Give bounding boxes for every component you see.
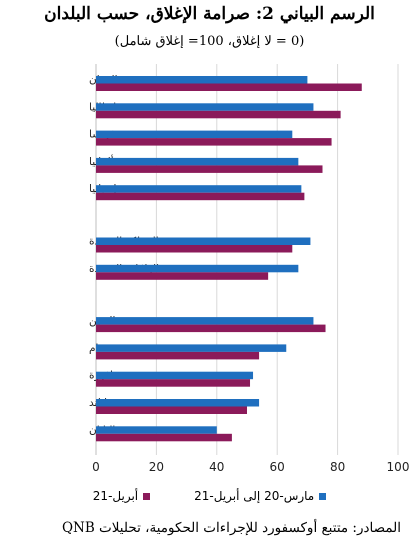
bar-series-2 <box>96 138 332 146</box>
bar-series-2 <box>96 433 232 442</box>
source-note: المصادر: متتبع أوكسفورد للإجراءات الحكوم… <box>61 520 401 536</box>
legend-item-series-2: أبريل-21 <box>92 489 151 503</box>
bar-series-2 <box>96 406 247 414</box>
bar-series-2 <box>96 192 305 201</box>
bar-series-1 <box>96 157 299 166</box>
bar-series-1 <box>96 426 217 434</box>
bar-series-1 <box>96 130 293 139</box>
bar-series-1 <box>96 237 311 245</box>
bar-series-2 <box>96 379 251 387</box>
bar-series-1 <box>96 317 314 325</box>
legend-swatch-series-2 <box>143 492 151 500</box>
bar-series-1 <box>96 399 260 407</box>
x-tick-label: 0 <box>92 460 100 474</box>
x-tick-label: 60 <box>270 460 285 474</box>
legend-swatch-series-1 <box>319 492 327 500</box>
legend-label-series-2: أبريل-21 <box>92 489 139 503</box>
bar-series-2 <box>96 110 341 119</box>
legend: مارس-20 إلى أبريل-21 أبريل-21 <box>0 489 419 503</box>
bar-series-2 <box>96 165 323 173</box>
bar-series-1 <box>96 371 254 380</box>
bar-series-1 <box>96 344 287 352</box>
bar-series-1 <box>96 264 299 273</box>
x-tick-label: 80 <box>330 460 345 474</box>
chart-title: الرسم البياني 2: صرامة الإغلاق، حسب البل… <box>44 4 375 24</box>
chart-subtitle: (0 = لا إغلاق، 100= إغلاق شامل) <box>114 34 305 49</box>
x-tick-label: 100 <box>387 460 410 474</box>
bar-series-2 <box>96 83 362 91</box>
bar-series-2 <box>96 245 293 253</box>
bar-series-2 <box>96 272 269 280</box>
x-tick-label: 20 <box>149 460 164 474</box>
bar-series-2 <box>96 324 326 333</box>
bar-series-1 <box>96 76 308 84</box>
bar-series-2 <box>96 351 260 360</box>
bar-series-1 <box>96 185 302 193</box>
legend-item-series-1: مارس-20 إلى أبريل-21 <box>194 489 327 503</box>
legend-label-series-1: مارس-20 إلى أبريل-21 <box>194 489 315 503</box>
bar-series-1 <box>96 103 314 111</box>
x-tick-label: 40 <box>209 460 224 474</box>
